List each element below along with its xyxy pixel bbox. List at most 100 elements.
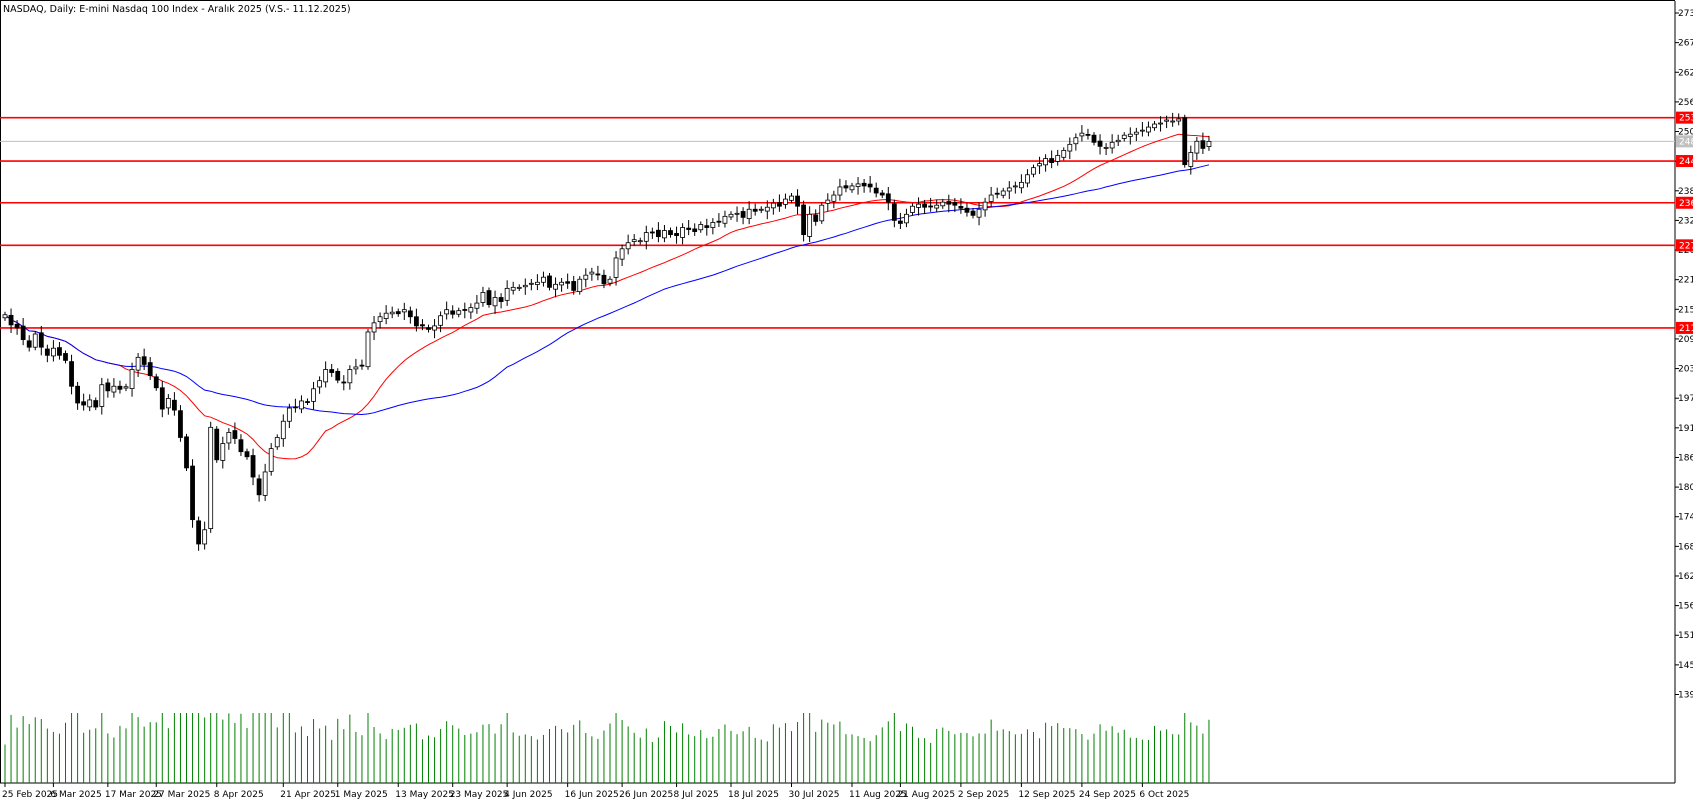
candle-body (656, 229, 661, 238)
candle-body (891, 203, 897, 221)
x-tick-label: 25 Feb 2025 (2, 790, 58, 800)
candle-body (535, 281, 540, 285)
candle-body (861, 182, 867, 187)
candle-body (371, 322, 377, 333)
candle-body (280, 420, 286, 440)
candle-body (444, 309, 450, 315)
candle-body (44, 348, 50, 356)
candle-body (770, 202, 776, 209)
candle-body (2, 314, 8, 319)
y-tick-label: 18605.95 (1678, 453, 1693, 463)
x-tick-label: 6 Oct 2025 (1139, 790, 1189, 800)
y-tick-label: 20358.70 (1678, 365, 1693, 375)
candle-body (26, 340, 32, 348)
candle-body (311, 388, 316, 402)
candle-body (87, 399, 93, 408)
candle-body (1182, 117, 1188, 166)
candle-body (498, 297, 504, 302)
candlesticks[interactable] (2, 112, 1212, 551)
candle-body (916, 203, 921, 208)
candle-body (1103, 146, 1109, 149)
x-tick-label: 18 Jul 2025 (728, 790, 779, 800)
x-tick-label: 30 Jul 2025 (789, 790, 840, 800)
candle-body (99, 384, 105, 407)
candle-body (323, 369, 329, 383)
candle-body (898, 220, 903, 224)
candle-body (607, 278, 613, 284)
y-tick-label: 23279.95 (1678, 216, 1693, 226)
candle-body (879, 192, 885, 196)
candle-body (184, 436, 189, 469)
candle-body (1061, 150, 1067, 158)
candle-body (837, 186, 843, 196)
candle-body (438, 315, 444, 326)
y-tick-label: 19774.45 (1678, 394, 1693, 404)
candle-body (952, 201, 958, 206)
candle-body (577, 278, 583, 293)
x-tick-label: 8 Apr 2025 (214, 790, 264, 800)
level-badge (1676, 239, 1693, 252)
chart-title: NASDAQ, Daily: E-mini Nasdaq 100 Index -… (3, 4, 351, 15)
candle-body (746, 208, 752, 219)
candle-body (32, 333, 38, 348)
candle-body (63, 353, 68, 361)
candle-body (383, 312, 389, 319)
candle-body (904, 213, 909, 224)
y-tick-label: 18021.70 (1678, 483, 1693, 493)
candle-body (1194, 140, 1200, 154)
horizontal-levels[interactable] (0, 116, 1675, 329)
candle-body (492, 297, 498, 307)
y-tick-label: 25032.70 (1678, 128, 1693, 138)
candle-body (522, 284, 528, 288)
candle-body (456, 310, 462, 315)
candle-body (504, 287, 510, 301)
candle-body (867, 183, 873, 188)
candle-body (643, 232, 649, 242)
level-badge (1676, 321, 1693, 334)
x-tick-label: 11 Aug 2025 (849, 790, 907, 800)
x-tick-label: 26 Jun 2025 (619, 790, 673, 800)
y-tick-label: 22111.45 (1678, 276, 1693, 286)
x-tick-label: 6 Mar 2025 (50, 790, 101, 800)
candle-body (141, 356, 147, 365)
candle-body (413, 316, 419, 327)
candle-body (994, 192, 1000, 195)
moving-averages (4, 133, 1210, 460)
candle-body (988, 194, 994, 202)
candle-body (462, 309, 468, 311)
candle-body (8, 314, 14, 326)
candle-body (813, 214, 819, 222)
candle-body (1031, 167, 1036, 175)
candle-body (698, 224, 704, 231)
candle-body (1109, 141, 1115, 149)
ma-slow-line (4, 164, 1210, 416)
candle-body (196, 520, 202, 545)
candle-body (353, 366, 359, 370)
candle-body (1079, 132, 1085, 137)
candle-body (474, 302, 480, 309)
x-tick-label: 2 Sep 2025 (958, 790, 1009, 800)
candle-body (728, 213, 734, 218)
price-axis[interactable]: 27369.70 26785.45 26201.20 25616.95 25032.70… (1675, 9, 1693, 701)
candle-body (480, 292, 486, 303)
y-tick-label: 26201.20 (1678, 68, 1693, 78)
candle-body (1012, 185, 1018, 188)
candle-body (553, 283, 558, 290)
candle-body (1097, 140, 1103, 147)
candle-body (147, 362, 153, 376)
candle-body (613, 257, 619, 278)
y-tick-label: 14516.20 (1678, 661, 1693, 671)
candle-body (940, 201, 946, 207)
candle-body (789, 195, 794, 201)
candle-body (674, 232, 679, 237)
candle-body (129, 369, 135, 389)
y-tick-label: 20942.95 (1678, 335, 1693, 345)
level-badge-label: 25306.45 (1679, 114, 1693, 124)
x-tick-label: 8 Jul 2025 (674, 790, 719, 800)
candle-body (934, 204, 940, 209)
candle-body (625, 242, 631, 250)
candle-body (976, 208, 982, 218)
candle-body (305, 401, 310, 403)
candle-body (292, 406, 298, 409)
